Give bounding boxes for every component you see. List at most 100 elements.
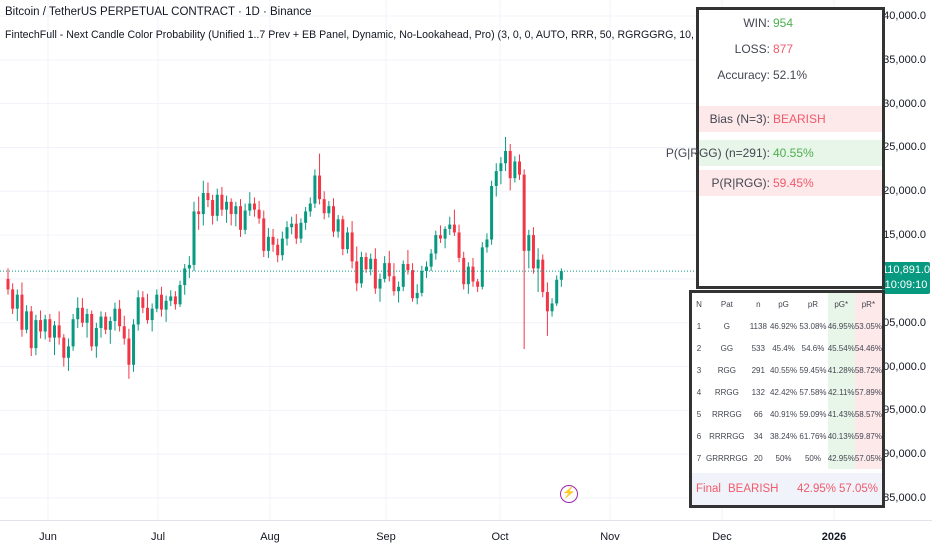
price-tick-label: 115,000.0: [877, 229, 926, 242]
candle-body: [294, 223, 298, 239]
candle-body: [545, 292, 549, 312]
candle: [234, 201, 238, 227]
candle-body: [164, 300, 168, 310]
candle-body: [234, 206, 238, 215]
table-cell: 1: [696, 321, 702, 331]
candle-body: [71, 319, 75, 347]
candle: [452, 209, 456, 236]
candle-body: [536, 259, 540, 269]
candle: [20, 282, 24, 337]
candle: [215, 188, 219, 222]
candle-body: [531, 235, 535, 269]
candle: [122, 315, 126, 345]
table-cell: 42.11%: [827, 381, 855, 403]
time-axis[interactable]: Jun Jul Aug Sep Oct Nov Dec 2026: [0, 520, 932, 550]
candle-body: [146, 307, 149, 321]
candle: [141, 291, 145, 314]
table-cell: 57.58%: [799, 387, 827, 397]
table-row: 5 RRRGG 66 40.91% 59.09% 41.43% 58.57%: [692, 403, 882, 425]
candle-body: [448, 224, 452, 229]
candle: [39, 310, 43, 339]
candle-body: [239, 206, 242, 230]
price-tick-label: 140,000.0: [877, 10, 926, 22]
lightning-icon[interactable]: ⚡: [560, 485, 578, 503]
candle: [457, 224, 461, 263]
candle-body: [438, 235, 442, 239]
candle-body: [313, 175, 317, 204]
candle: [225, 195, 229, 223]
candlestick-chart[interactable]: [0, 0, 880, 520]
candle-body: [485, 239, 489, 248]
candle: [350, 221, 354, 269]
candle: [201, 180, 205, 226]
candle-body: [150, 308, 154, 321]
candle-body: [99, 316, 103, 328]
candle-body: [452, 224, 456, 233]
candle-body: [332, 206, 335, 232]
price-tick-label: 125,000.0: [877, 141, 926, 154]
candle-body: [248, 203, 252, 211]
table-cell: 50%: [804, 453, 821, 463]
candle: [522, 169, 526, 350]
candle: [15, 289, 19, 321]
table-cell: 7: [696, 453, 702, 463]
pr-row: P(R|RGG): 59.45%: [699, 170, 882, 196]
symbol-title[interactable]: Bitcoin / TetherUS PERPETUAL CONTRACT · …: [5, 6, 312, 18]
candle: [541, 254, 545, 298]
candle-body: [141, 297, 145, 308]
candle-body: [527, 235, 531, 251]
candle-body: [494, 171, 498, 187]
candle: [359, 251, 363, 288]
candle: [466, 262, 470, 294]
table-cell: 57.05%: [854, 447, 882, 469]
win-value: 954: [773, 16, 794, 30]
table-cell: 132: [751, 387, 765, 397]
candle: [434, 230, 438, 260]
pattern-table-panel: N Pat n pG pR pG* pR* 1 G 1138 46.92% 53.08%…: [689, 290, 885, 508]
candle: [6, 268, 10, 295]
price-tick-label: 100,000.0: [877, 360, 926, 373]
candle: [229, 198, 233, 226]
candle-body: [62, 337, 66, 358]
candle-body: [508, 150, 512, 179]
candle-body: [518, 161, 521, 175]
candle: [476, 278, 480, 293]
candle: [387, 250, 391, 282]
candle-body: [43, 319, 47, 332]
final-label: Final: [696, 483, 721, 495]
table-cell: 41.28%: [827, 359, 855, 381]
loss-value: 877: [773, 42, 794, 56]
candle-body: [355, 261, 359, 284]
indicator-title[interactable]: FintechFull - Next Candle Color Probabil…: [5, 29, 895, 41]
candle-body: [262, 218, 266, 251]
candle-body: [476, 281, 480, 287]
candle-body: [6, 278, 10, 290]
table-cell: 46.95%: [827, 315, 855, 337]
candle: [71, 313, 75, 351]
price-tick-label: 135,000.0: [877, 53, 926, 66]
candle: [550, 298, 554, 317]
price-axis[interactable]: 140,000.0 135,000.0 130,000.0 125,000.0 120,…: [877, 0, 932, 520]
table-cell: 58.57%: [854, 403, 882, 425]
candle: [257, 200, 261, 224]
table-cell: RRGG: [714, 387, 739, 397]
candle: [206, 182, 210, 208]
table-row: 7 GRRRRGG 20 50% 50% 42.95% 57.05%: [692, 447, 882, 469]
candle: [397, 281, 401, 303]
candle: [429, 249, 433, 272]
candle-body: [392, 276, 396, 292]
table-row: 3 RGG 291 40.55% 59.45% 41.28% 58.72%: [692, 359, 882, 381]
candle: [280, 231, 284, 261]
candle-body: [387, 263, 391, 277]
candle: [25, 305, 29, 334]
candle-body: [304, 211, 308, 223]
candle-body: [113, 308, 117, 321]
candle-body: [215, 194, 219, 216]
table-cell: 46.92%: [769, 321, 798, 331]
candle-body: [425, 266, 428, 272]
candle: [192, 201, 196, 272]
candle-body: [285, 227, 289, 239]
candle: [318, 153, 322, 205]
candle: [364, 252, 368, 273]
chart-area[interactable]: Bitcoin / TetherUS PERPETUAL CONTRACT · …: [0, 0, 895, 520]
